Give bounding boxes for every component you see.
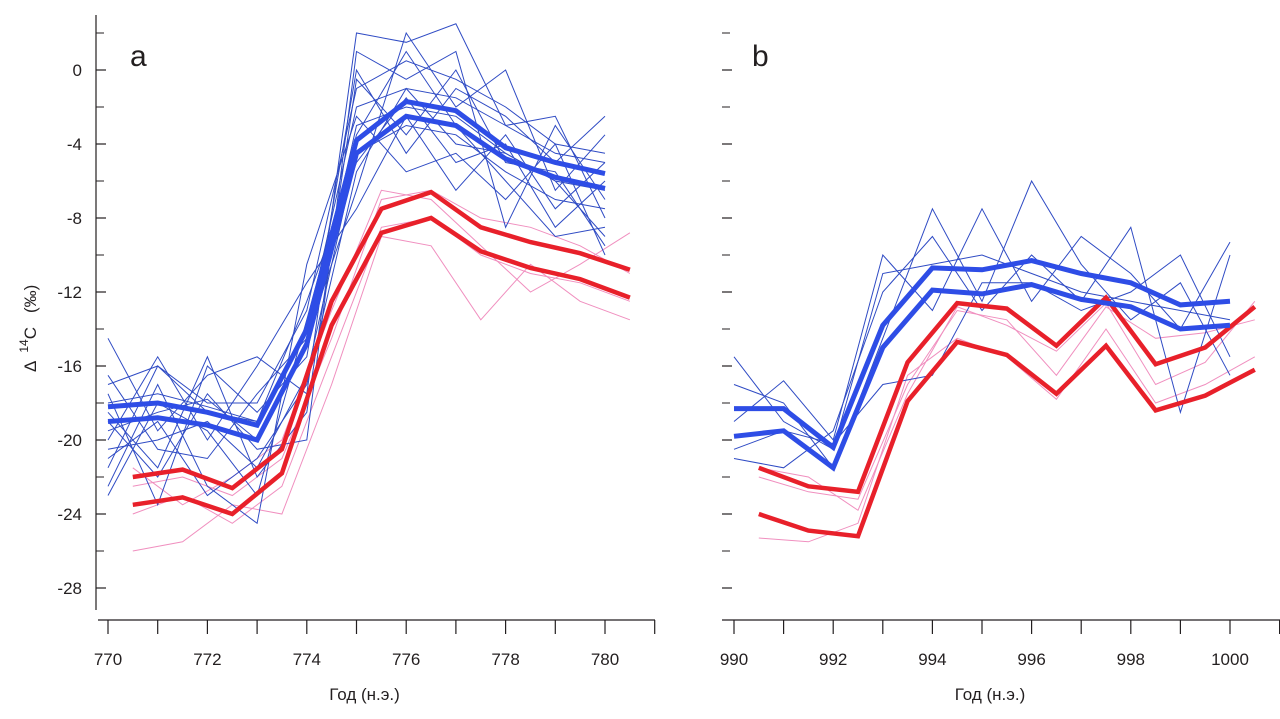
blue-bold-series-a-1 (107, 113, 606, 443)
x-tick-label: 776 (392, 650, 420, 669)
blue-thin-series-a-0 (107, 87, 606, 423)
blue-thin-series-b-4 (733, 254, 1231, 450)
red-bold-series-a-0 (132, 189, 631, 491)
panel-label-b: b (752, 40, 769, 73)
y-tick-label: -24 (57, 505, 82, 524)
blue-thin-series-b-0 (733, 254, 1231, 451)
blue-thin-series-a-7 (107, 31, 606, 460)
text-layer: 0 -4 -8 -12 -16 -20 -24 -28 770 772 774 776 778 780 Го… (57, 40, 1248, 704)
red-bold-series-b-0 (758, 294, 1257, 495)
y-tick-label: -12 (57, 283, 82, 302)
red-bold-series-b-1 (758, 339, 1256, 539)
y-axis-title: Δ 14C (‰) (17, 285, 40, 372)
y-tick-label: -28 (57, 579, 82, 598)
y-tick-label: -4 (67, 135, 82, 154)
x-tick-label: 996 (1017, 650, 1045, 669)
x-tick-label: 778 (491, 650, 519, 669)
pink-thin-series-b-1 (758, 328, 1256, 543)
blue-thin-series-a-8 (107, 115, 606, 525)
blue-thin-series-b-1 (733, 179, 1231, 469)
x-tick-label: 994 (918, 650, 946, 669)
y-axis-title-unit: (‰) (21, 285, 40, 313)
y-tick-label: 0 (73, 61, 82, 80)
pink-thin-series-b-0 (758, 306, 1255, 500)
y-axis-title-superscript: 14 (17, 339, 31, 353)
data-layer (107, 23, 1257, 552)
x-tick-label: 1000 (1211, 650, 1249, 669)
x-tick-label: 774 (293, 650, 321, 669)
panel-label-a: a (130, 40, 147, 73)
y-tick-label: -20 (57, 431, 82, 450)
x-tick-label: 992 (819, 650, 847, 669)
blue-bold-series-a-0 (107, 98, 606, 429)
x-tick-label: 780 (591, 650, 619, 669)
x-tick-label: 772 (193, 650, 221, 669)
blue-thin-series-b-2 (733, 207, 1231, 442)
blue-bold-series-b-1 (733, 282, 1231, 472)
blue-bold-series-b-0 (734, 258, 1231, 452)
y-axis-title-element: C (21, 327, 40, 339)
pink-thin-series-a-3 (132, 189, 631, 506)
blue-thin-series-a-2 (107, 60, 606, 404)
x-axis-title-b: Год (н.э.) (955, 685, 1026, 704)
red-bold-series-a-1 (132, 215, 631, 517)
x-axis-title-a: Год (н.э.) (329, 685, 400, 704)
blue-thin-series-a-12 (107, 68, 606, 507)
y-tick-label: -16 (57, 357, 82, 376)
x-tick-label: 990 (720, 650, 748, 669)
y-axis-title-delta: Δ (21, 361, 40, 372)
x-tick-label: 770 (94, 650, 122, 669)
y-tick-label: -8 (67, 209, 82, 228)
x-tick-label: 998 (1117, 650, 1145, 669)
axes-layer (95, 15, 1280, 634)
pink-thin-series-b-2 (758, 300, 1256, 512)
